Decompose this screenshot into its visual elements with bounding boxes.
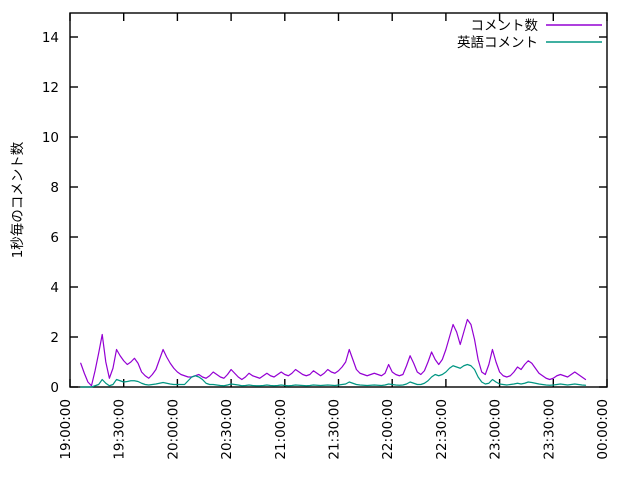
y-tick-label: 14 [42, 30, 59, 46]
y-axis-ticks: 0 2 4 6 8 10 12 14 [42, 30, 607, 396]
x-tick-label: 21:00:00 [273, 399, 289, 460]
x-tick-label: 21:30:00 [327, 399, 343, 460]
x-tick-label: 20:30:00 [219, 399, 235, 460]
x-tick-label: 23:00:00 [488, 399, 504, 460]
series-line-2 [80, 363, 587, 388]
y-tick-label: 8 [50, 180, 59, 196]
x-tick-label: 19:30:00 [112, 399, 128, 460]
legend-label-1: コメント数 [471, 18, 539, 34]
x-axis-ticks: 19:00:00 19:30:00 20:00:00 20:30:00 21:00:00… [58, 13, 611, 460]
x-tick-label: 23:30:00 [541, 399, 557, 460]
y-tick-label: 6 [50, 230, 59, 246]
y-tick-label: 0 [50, 380, 59, 396]
y-tick-label: 2 [50, 330, 59, 346]
plot-frame [69, 12, 608, 388]
data-series-group [80, 318, 587, 388]
legend-label-2: 英語コメント [457, 34, 538, 51]
x-tick-label: 19:00:00 [58, 399, 74, 460]
x-tick-label: 22:30:00 [434, 399, 450, 460]
y-axis-title: 1秒毎のコメント数 [10, 141, 26, 258]
x-tick-label: 00:00:00 [595, 399, 611, 460]
y-tick-label: 4 [50, 280, 59, 296]
x-tick-label: 22:00:00 [380, 399, 396, 460]
series-line-1 [80, 318, 587, 387]
x-tick-label: 20:00:00 [165, 399, 181, 460]
y-tick-label: 12 [42, 80, 59, 96]
y-tick-label: 10 [42, 130, 59, 146]
